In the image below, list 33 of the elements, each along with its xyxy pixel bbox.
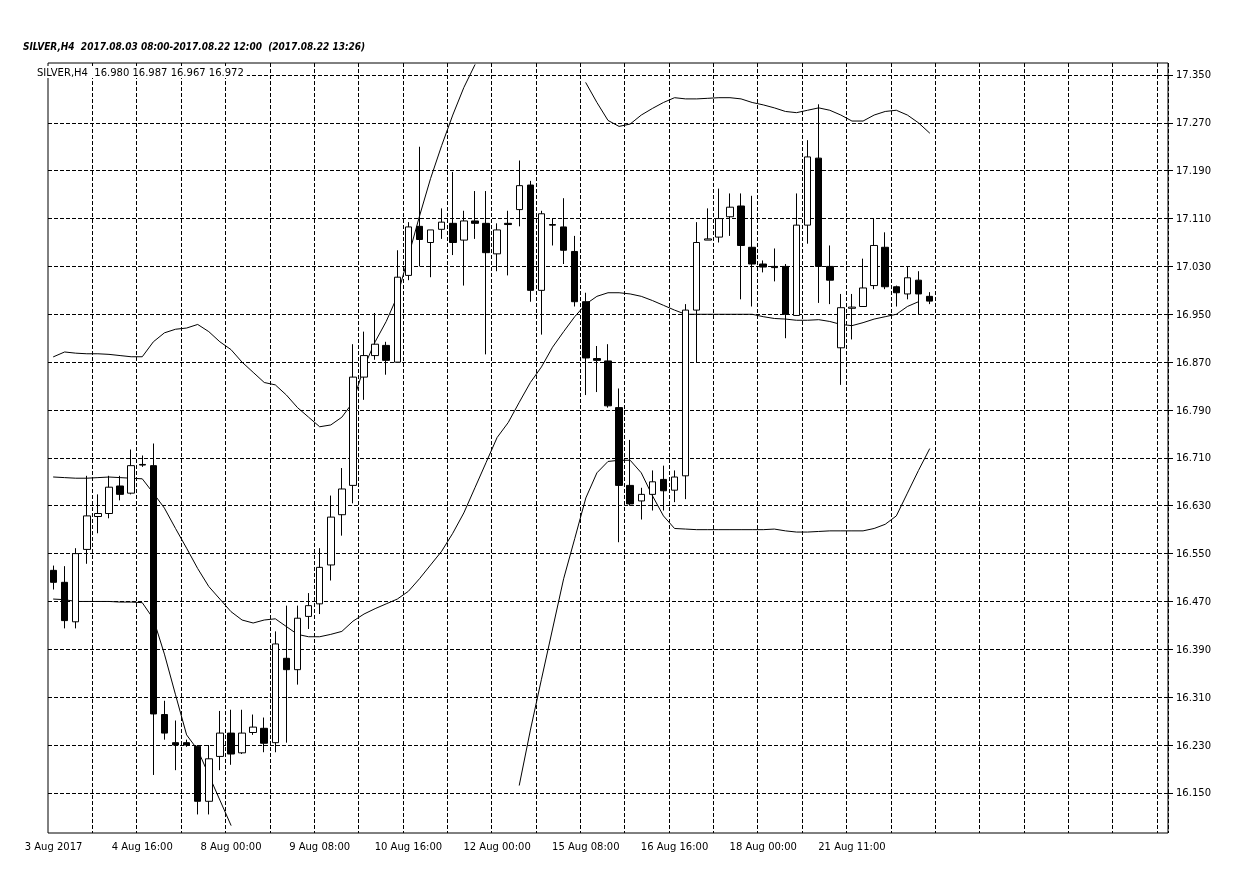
chart-subtitle: SILVER,H4 16.980 16.987 16.967 16.972 — [37, 66, 244, 78]
y-tick-label: 16.870 — [1176, 356, 1211, 368]
x-tick-label: 9 Aug 08:00 — [289, 840, 351, 852]
candlestick — [161, 700, 168, 741]
y-tick-label: 17.030 — [1176, 260, 1211, 272]
x-tick-label: 16 Aug 16:00 — [640, 840, 709, 852]
x-tick-label: 10 Aug 16:00 — [374, 840, 443, 852]
candlestick — [50, 565, 57, 590]
y-tick-label: 16.150 — [1176, 787, 1211, 799]
y-tick-label: 16.950 — [1176, 308, 1211, 320]
y-tick-label: 16.790 — [1176, 404, 1211, 416]
x-tick-label: 18 Aug 00:00 — [729, 840, 797, 852]
x-tick-label: 15 Aug 08:00 — [552, 840, 620, 852]
y-tick-label: 16.630 — [1176, 500, 1211, 512]
y-tick-label: 16.310 — [1176, 691, 1211, 703]
chart-title: SILVER,H4 2017.08.03 08:00-2017.08.22 12:00 (2017.08.22 13:26) — [23, 40, 366, 52]
candlestick — [116, 475, 124, 501]
y-tick-label: 16.470 — [1176, 595, 1211, 607]
y-tick-label: 16.550 — [1176, 548, 1211, 560]
y-tick-label: 17.110 — [1176, 213, 1211, 225]
y-tick-label: 16.390 — [1176, 643, 1211, 655]
candlestick — [249, 714, 257, 736]
y-tick-label: 16.230 — [1176, 739, 1211, 751]
x-tick-label: 21 Aug 11:00 — [818, 840, 886, 852]
y-tick-label: 17.190 — [1176, 165, 1211, 177]
y-tick-label: 16.710 — [1176, 452, 1211, 464]
candlestick — [926, 291, 933, 305]
y-tick-label: 17.350 — [1176, 69, 1211, 81]
y-tick-label: 17.270 — [1176, 117, 1211, 129]
x-tick-label: 12 Aug 00:00 — [463, 840, 531, 852]
x-tick-label: 4 Aug 16:00 — [111, 840, 173, 852]
x-tick-label: 3 Aug 2017 — [24, 840, 83, 852]
x-tick-label: 8 Aug 00:00 — [200, 840, 262, 852]
